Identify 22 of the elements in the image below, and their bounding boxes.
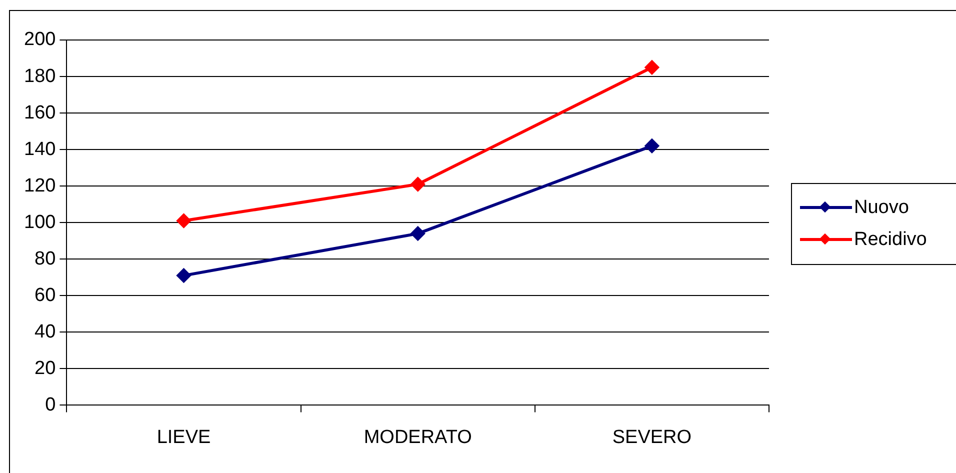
y-tick-label: 80 [34, 248, 56, 270]
point [176, 214, 191, 228]
point [644, 138, 659, 153]
y-tick-label: 40 [34, 321, 56, 342]
point [410, 226, 425, 241]
legend-label: Nuovo [854, 197, 909, 219]
y-tick-label: 160 [24, 102, 56, 124]
y-tick-label: 0 [45, 394, 56, 416]
legend-label: Recidivo [854, 229, 927, 251]
y-tick-label: 140 [24, 138, 56, 160]
x-tick-label: LIEVE [156, 426, 211, 448]
y-tick-label: 100 [24, 212, 56, 233]
x-tick-label: MODERATO [364, 426, 472, 448]
y-tick-label: 180 [24, 66, 56, 87]
point [644, 60, 659, 74]
x-tick-label: SEVERO [612, 426, 692, 448]
y-tick-label: 120 [24, 175, 56, 196]
point [176, 268, 191, 283]
y-tick-label: 200 [24, 29, 56, 50]
y-tick-label: 20 [34, 358, 56, 379]
point [410, 177, 425, 192]
y-tick-label: 60 [34, 284, 56, 306]
